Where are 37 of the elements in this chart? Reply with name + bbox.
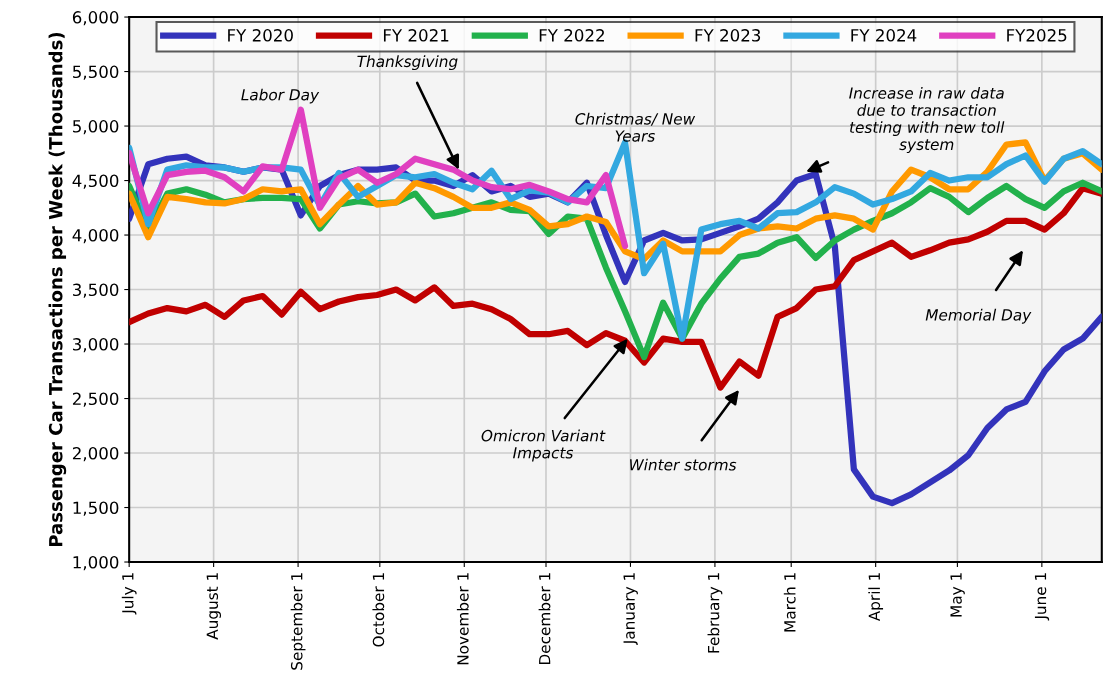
y-tick-label: 4,000 xyxy=(72,229,119,244)
annotation: Memorial Day xyxy=(925,308,1032,324)
x-tick-label: September 1 xyxy=(290,573,306,670)
x-tick-label: June 1 xyxy=(1034,573,1050,621)
legend-label: FY 2022 xyxy=(539,29,604,42)
legend-label: FY2025 xyxy=(1007,29,1067,42)
x-tick-label: March 1 xyxy=(783,573,796,632)
y-tick-label: 3,000 xyxy=(73,338,119,353)
x-tick-label: February 1 xyxy=(707,573,723,653)
y-tick-label: 2,500 xyxy=(72,392,119,407)
x-tick-label: November 1 xyxy=(456,573,469,665)
annotation: Winter storms xyxy=(630,458,737,471)
annotation: Christmas/ New Years xyxy=(575,112,696,142)
x-tick-label: December 1 xyxy=(538,573,551,665)
legend-label: FY 2020 xyxy=(228,29,293,42)
legend-label: FY 2024 xyxy=(851,29,917,42)
y-tick-label: 4,500 xyxy=(72,174,119,189)
annotation: Thanksgiving xyxy=(357,55,458,71)
x-tick-label: May 1 xyxy=(950,573,965,617)
x-tick-label: January 1 xyxy=(623,573,638,646)
y-axis-title: Passenger Car Transactions per Week (Thousands) xyxy=(48,32,67,547)
x-tick-label: October 1 xyxy=(372,573,385,647)
y-tick-label: 3,500 xyxy=(73,283,119,298)
annotation: Labor Day xyxy=(241,88,320,104)
legend-label: FY 2021 xyxy=(383,29,449,42)
y-tick-label: 5,000 xyxy=(73,120,119,135)
x-tick-label: April 1 xyxy=(868,573,884,622)
y-tick-label: 1,000 xyxy=(73,555,119,571)
y-tick-label: 5,500 xyxy=(73,65,119,80)
y-tick-label: 2,000 xyxy=(72,446,119,462)
y-tick-label: 1,500 xyxy=(73,501,119,516)
x-tick-label: July 1 xyxy=(121,573,137,615)
annotation: Omicron Variant Impacts xyxy=(481,429,606,462)
x-tick-label: August 1 xyxy=(206,573,222,640)
legend-label: FY 2023 xyxy=(695,29,761,42)
y-tick-label: 6,000 xyxy=(72,11,119,26)
annotation: Increase in raw data due to transaction testing with new toll system xyxy=(849,87,1005,154)
